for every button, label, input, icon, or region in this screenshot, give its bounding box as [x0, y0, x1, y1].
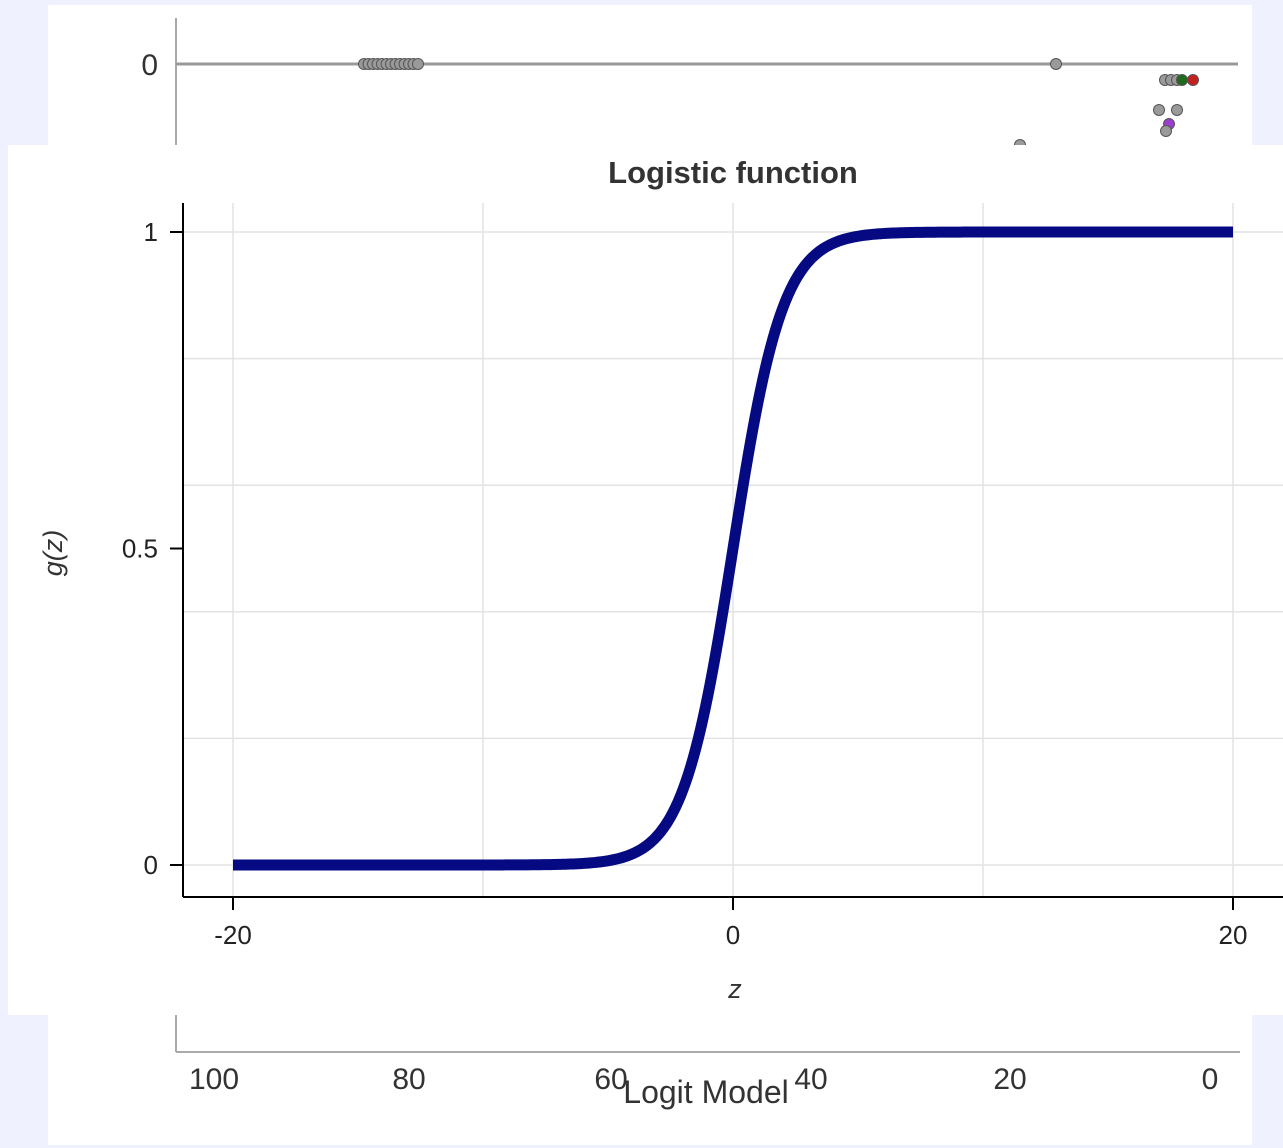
background-x-tick-label: 20: [993, 1063, 1026, 1096]
background-x-tick-label: 60: [594, 1063, 627, 1096]
x-axis-label: z: [727, 974, 742, 1004]
y-tick-label: 1: [144, 217, 158, 247]
background-x-tick-label: 80: [392, 1063, 425, 1096]
chart-title: Logistic function: [608, 155, 858, 190]
logistic-chart-panel: [8, 145, 1283, 1015]
x-tick-label: 20: [1219, 920, 1248, 950]
background-point: [1160, 125, 1172, 137]
background-points: [358, 58, 1199, 151]
background-y-tick: 0: [141, 49, 158, 82]
background-x-tick-label: 100: [189, 1063, 239, 1096]
background-point: [1153, 104, 1165, 116]
x-tick-label: -20: [214, 920, 252, 950]
background-point: [1187, 74, 1199, 86]
background-x-axis-label: Logit Model: [623, 1074, 788, 1110]
y-axis-label: g(z): [38, 530, 68, 577]
background-x-tick-label: 0: [1202, 1063, 1219, 1096]
y-axis-ticks: 00.51: [122, 217, 183, 880]
y-tick-label: 0: [144, 850, 158, 880]
background-point: [1171, 104, 1183, 116]
x-tick-label: 0: [726, 920, 740, 950]
logistic-chart: Logistic function 00.51 -20 0 20 z g(z): [8, 145, 1283, 1015]
background-point: [412, 58, 424, 70]
background-x-ticks: 100 80 60 40 20 0: [189, 1063, 1218, 1096]
background-point: [1176, 74, 1188, 86]
background-point: [1050, 58, 1062, 70]
y-tick-label: 0.5: [122, 534, 158, 564]
background-x-tick-label: 40: [794, 1063, 827, 1096]
x-axis-ticks: -20 0 20: [214, 897, 1247, 950]
logistic-curve: [230, 226, 1236, 871]
